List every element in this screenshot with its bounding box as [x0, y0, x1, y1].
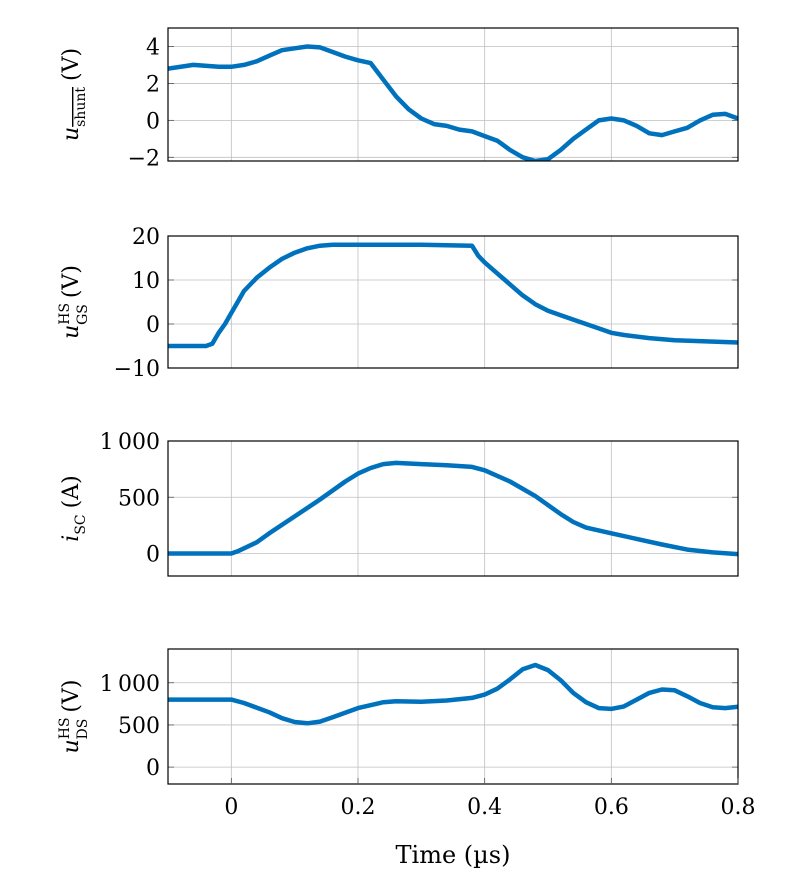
y-label-symbol: u [59, 127, 84, 141]
y-tick-label: 0 [146, 756, 160, 781]
x-tick-label: 0.2 [341, 795, 376, 820]
x-tick-label: 0.6 [594, 795, 629, 820]
y-tick-label: 2 [146, 72, 160, 97]
y-tick-label: 20 [132, 225, 160, 250]
y-tick-label: 4 [146, 35, 160, 60]
y-label-unit: (V) [59, 680, 84, 713]
y-axis-label: ushunt (V) [59, 48, 89, 141]
y-tick-label: −2 [128, 146, 160, 171]
data-series-line [168, 460, 738, 557]
x-axis-label: Time (µs) [396, 841, 511, 869]
y-label-unit: (A) [59, 475, 84, 508]
y-tick-label: 0 [146, 313, 160, 338]
y-label-symbol: i [59, 535, 84, 542]
y-label-subscript: DS [75, 719, 91, 740]
x-tick-label: 0 [224, 795, 238, 820]
y-label-subscript: SC [73, 514, 89, 534]
x-tick-label: 0.8 [721, 795, 756, 820]
y-label-superscript: HS [57, 717, 73, 739]
y-label-unit: (V) [59, 265, 84, 298]
y-tick-label: 1 000 [100, 672, 160, 697]
subplot-1: −2 0 2 4 ushunt (V) [59, 27, 739, 171]
y-label-symbol: u [59, 739, 84, 753]
y-axis-label: uHS GS (V) [57, 265, 91, 339]
y-label-superscript: HS [57, 303, 73, 325]
y-tick-label: 0 [146, 543, 160, 568]
data-series-line [168, 662, 738, 726]
data-series-line [168, 44, 738, 161]
subplot-4: 0 500 1 000 uHS DS (V) 0 0.2 0.4 0.6 0.8 Time (µs) [57, 648, 756, 869]
y-label-unit: (V) [59, 48, 84, 81]
y-tick-label: 500 [118, 714, 160, 739]
y-tick-label: 500 [118, 486, 160, 511]
y-label-symbol: u [59, 325, 84, 339]
y-label-subscript: GS [75, 304, 91, 325]
plot-frame [167, 648, 739, 785]
y-tick-label: 10 [132, 269, 160, 294]
y-axis-label: iSC (A) [59, 475, 89, 541]
y-axis-label: uHS DS (V) [57, 680, 91, 754]
plot-frame [167, 27, 739, 162]
y-tick-label: 0 [146, 109, 160, 134]
subplot-2: −10 0 10 20 uHS GS (V) [57, 225, 739, 382]
y-tick-label: −10 [114, 357, 160, 382]
x-tick-label: 0.4 [467, 795, 502, 820]
subplot-3: 0 500 1 000 iSC (A) [59, 430, 739, 577]
y-label-subscript: shunt [73, 87, 89, 127]
data-series-line [168, 242, 738, 349]
y-tick-label: 1 000 [100, 430, 160, 455]
plot-frame [167, 235, 739, 369]
plot-frame [167, 440, 739, 577]
